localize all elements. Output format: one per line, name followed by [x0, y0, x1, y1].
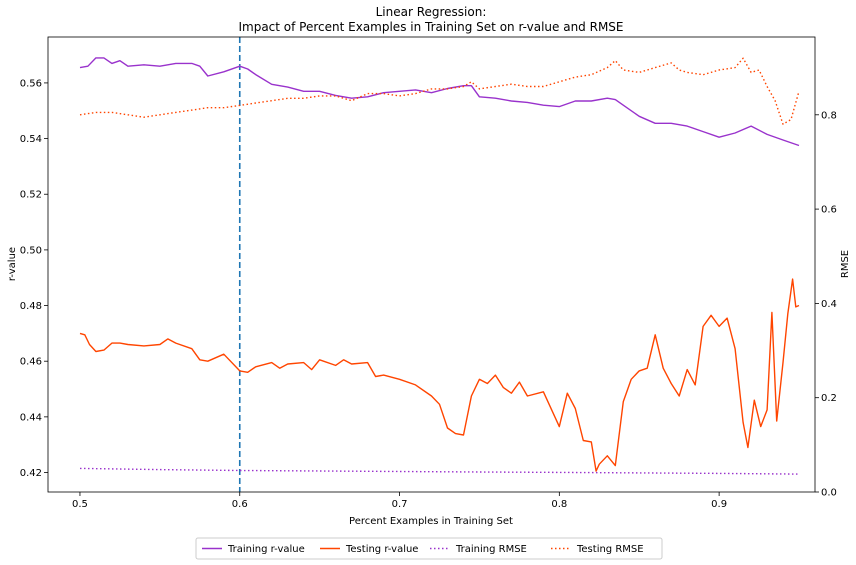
x-tick-label: 0.9: [711, 499, 727, 510]
legend-entry-label: Training RMSE: [455, 544, 527, 555]
x-tick-label: 0.5: [72, 499, 88, 510]
y-left-tick-label: 0.54: [20, 134, 42, 145]
chart-title-line1: Linear Regression:: [376, 5, 487, 19]
series-line-testing-r-value: [79, 278, 800, 472]
y-right-tick-label: 0.6: [821, 205, 837, 216]
plot-area: [79, 37, 800, 492]
series-line-training-rmse: [79, 467, 800, 475]
series-line-testing-rmse: [79, 57, 800, 125]
y-left-tick-label: 0.48: [20, 301, 42, 312]
legend: Training r-value Testing r-value Training …: [195, 537, 663, 560]
axes: 0.5 0.6 0.7 0.8 0.9 0.42 0.44 0.46 0.48 0.50 0.52 0…: [20, 36, 837, 510]
legend-entry-label: Training r-value: [227, 544, 305, 555]
y-left-tick-label: 0.44: [20, 412, 42, 423]
legend-box: [195, 537, 663, 560]
y-right-tick-label: 0.0: [821, 488, 837, 499]
series-line-training-r-value: [79, 57, 800, 147]
y-left-tick-label: 0.56: [20, 78, 42, 89]
y-left-tick-label: 0.42: [20, 468, 42, 479]
x-tick-label: 0.8: [551, 499, 567, 510]
y-right-tick-label: 0.4: [821, 299, 837, 310]
plot-frame: [47, 36, 816, 493]
legend-entry-label: Testing r-value: [345, 544, 418, 555]
y-left-tick-label: 0.50: [20, 245, 42, 256]
y-left-tick-label: 0.52: [20, 190, 42, 201]
legend-entry-label: Testing RMSE: [576, 544, 644, 555]
y-right-tick-label: 0.8: [821, 110, 837, 121]
chart-title-line2: Impact of Percent Examples in Training S…: [238, 20, 623, 34]
y-axis-left-label: r-value: [7, 247, 18, 281]
y-left-tick-label: 0.46: [20, 357, 42, 368]
x-tick-label: 0.6: [232, 499, 248, 510]
x-tick-label: 0.7: [392, 499, 408, 510]
y-right-tick-label: 0.2: [821, 393, 837, 404]
x-axis-label: Percent Examples in Training Set: [349, 516, 513, 527]
y-axis-right-label: RMSE: [840, 250, 851, 278]
